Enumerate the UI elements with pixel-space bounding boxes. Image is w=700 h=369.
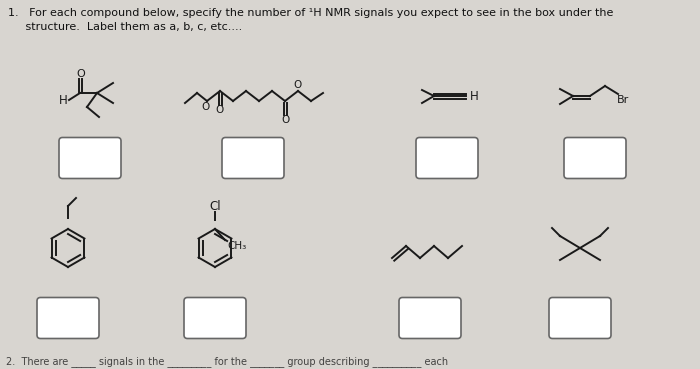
Text: H: H <box>470 90 479 103</box>
FancyBboxPatch shape <box>564 138 626 179</box>
Text: O: O <box>293 80 301 90</box>
FancyBboxPatch shape <box>59 138 121 179</box>
Text: O: O <box>216 105 224 115</box>
Text: CH₃: CH₃ <box>227 241 246 251</box>
Text: O: O <box>281 115 289 125</box>
Text: 2.  There are _____ signals in the _________ for the _______ group describing __: 2. There are _____ signals in the ______… <box>6 356 448 367</box>
FancyBboxPatch shape <box>184 297 246 338</box>
Text: O: O <box>76 69 85 79</box>
Text: Br: Br <box>617 95 629 105</box>
FancyBboxPatch shape <box>399 297 461 338</box>
Text: 1.   For each compound below, specify the number of ¹H NMR signals you expect to: 1. For each compound below, specify the … <box>8 8 613 18</box>
FancyBboxPatch shape <box>549 297 611 338</box>
Text: O: O <box>202 102 210 112</box>
FancyBboxPatch shape <box>222 138 284 179</box>
Text: Cl: Cl <box>209 200 220 213</box>
Text: H: H <box>59 94 67 107</box>
FancyBboxPatch shape <box>416 138 478 179</box>
Text: structure.  Label them as a, b, c, etc....: structure. Label them as a, b, c, etc...… <box>8 22 242 32</box>
FancyBboxPatch shape <box>37 297 99 338</box>
